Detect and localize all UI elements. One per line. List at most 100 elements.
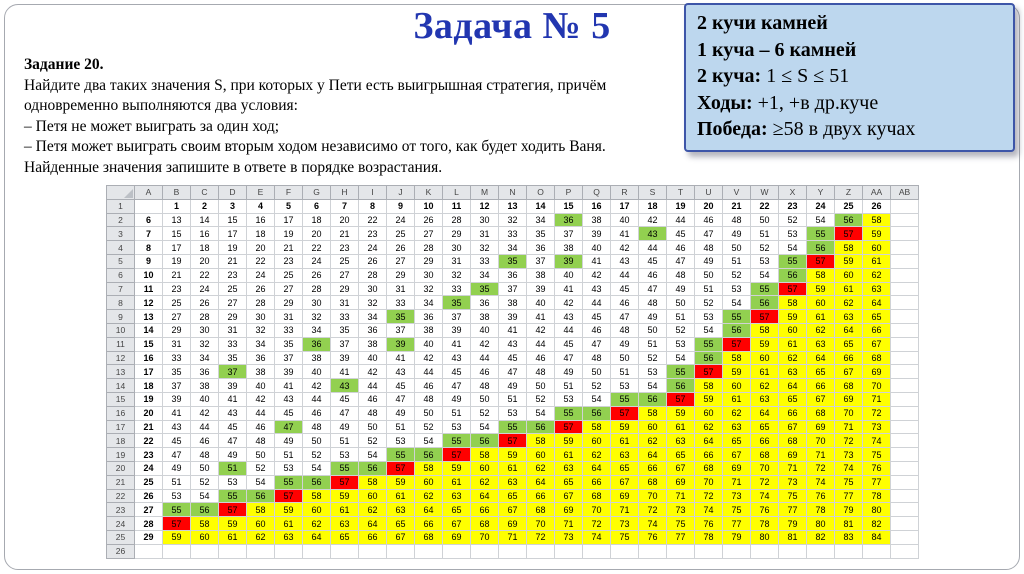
column-header: X — [778, 185, 807, 200]
cell: 58 — [834, 240, 863, 255]
cell — [358, 543, 387, 559]
row-header: 2 — [106, 212, 135, 228]
cell: 55 — [386, 447, 415, 462]
cell: 58 — [582, 419, 611, 435]
cell — [890, 212, 919, 228]
condition-label: Победа: — [697, 118, 768, 140]
cell: 52 — [358, 433, 387, 449]
cell: 56 — [750, 295, 779, 311]
cell: 55 — [162, 502, 191, 518]
column-header: V — [722, 185, 751, 200]
select-all-corner — [106, 185, 135, 200]
cell: 69 — [666, 474, 695, 490]
cell: 51 — [386, 419, 415, 435]
cell: 33 — [498, 226, 527, 242]
cell: 52 — [582, 378, 611, 393]
cell: 40 — [470, 322, 499, 338]
cell: 60 — [582, 433, 611, 449]
row-header: 5 — [106, 253, 135, 269]
cell: 57 — [666, 391, 695, 407]
cell: 36 — [302, 336, 331, 352]
cell: 61 — [554, 447, 583, 462]
cell: 41 — [526, 309, 555, 324]
condition-line: 1 куча – 6 камней — [697, 37, 1005, 64]
cell: 55 — [554, 405, 583, 421]
cell: 29 — [162, 322, 191, 338]
cell: 46 — [694, 212, 723, 228]
cell: 63 — [554, 460, 583, 476]
cell: 49 — [218, 447, 247, 462]
cell: 22 — [302, 240, 331, 255]
cell: 42 — [246, 391, 275, 407]
cell: 45 — [610, 281, 639, 297]
cell: 70 — [694, 474, 723, 490]
cell: 63 — [862, 281, 891, 297]
cell: 74 — [806, 474, 835, 490]
row-header: 9 — [106, 309, 135, 324]
cell: 45 — [330, 391, 359, 407]
cell: 25 — [330, 253, 359, 269]
cell: 40 — [302, 364, 331, 380]
cell: 54 — [750, 267, 779, 283]
cell: 54 — [778, 240, 807, 255]
cell: 38 — [190, 378, 219, 393]
cell: 38 — [358, 336, 387, 352]
cell: 60 — [806, 295, 835, 311]
cell: 15 — [162, 226, 191, 242]
cell: 19 — [162, 253, 191, 269]
cell: 21 — [330, 226, 359, 242]
cell: 57 — [834, 226, 863, 242]
row-header: 12 — [106, 350, 135, 366]
cell: 43 — [442, 350, 471, 366]
cell: 44 — [190, 419, 219, 435]
cell: 46 — [582, 322, 611, 338]
cell: 69 — [442, 529, 471, 545]
cell: 52 — [694, 295, 723, 311]
row-header: 14 — [106, 378, 135, 393]
cell: 50 — [302, 433, 331, 449]
cell: 60 — [834, 267, 863, 283]
cell: 46 — [190, 433, 219, 449]
cell: 46 — [610, 295, 639, 311]
cell: 61 — [274, 516, 303, 531]
cell: 45 — [386, 378, 415, 393]
cell-s-header: 3 — [218, 198, 247, 214]
cell-s-header: 15 — [554, 198, 583, 214]
cell: 50 — [722, 240, 751, 255]
cell: 50 — [246, 447, 275, 462]
cell: 38 — [554, 240, 583, 255]
cell: 33 — [162, 350, 191, 366]
cell: 39 — [162, 391, 191, 407]
cell: 41 — [274, 378, 303, 393]
cell: 51 — [498, 391, 527, 407]
slide-title: Задача № 5 — [413, 5, 611, 47]
cell: 36 — [414, 309, 443, 324]
cell: 77 — [666, 529, 695, 545]
cell — [722, 543, 751, 559]
cell — [470, 543, 499, 559]
cell: 61 — [834, 281, 863, 297]
cell: 37 — [554, 226, 583, 242]
cell: 61 — [442, 474, 471, 490]
cell-row-label: 9 — [134, 253, 163, 269]
task-text: Задание 20. Найдите два таких значения S… — [24, 55, 689, 179]
row-header: 8 — [106, 295, 135, 311]
column-header: C — [190, 185, 219, 200]
cell: 65 — [722, 433, 751, 449]
condition-text: 1 ≤ S ≤ 51 — [761, 65, 850, 87]
cell: 34 — [498, 240, 527, 255]
cell: 29 — [274, 295, 303, 311]
cell: 46 — [302, 405, 331, 421]
task-line: Найдите два таких значения S, при которы… — [24, 76, 607, 94]
cell — [890, 336, 919, 352]
row-header: 22 — [106, 488, 135, 504]
cell: 67 — [778, 419, 807, 435]
cell: 35 — [386, 309, 415, 324]
cell-s-header: 7 — [330, 198, 359, 214]
cell: 39 — [442, 322, 471, 338]
cell: 78 — [694, 529, 723, 545]
cell: 64 — [414, 502, 443, 518]
cell: 47 — [666, 253, 695, 269]
cell: 73 — [666, 502, 695, 518]
cell: 70 — [470, 529, 499, 545]
